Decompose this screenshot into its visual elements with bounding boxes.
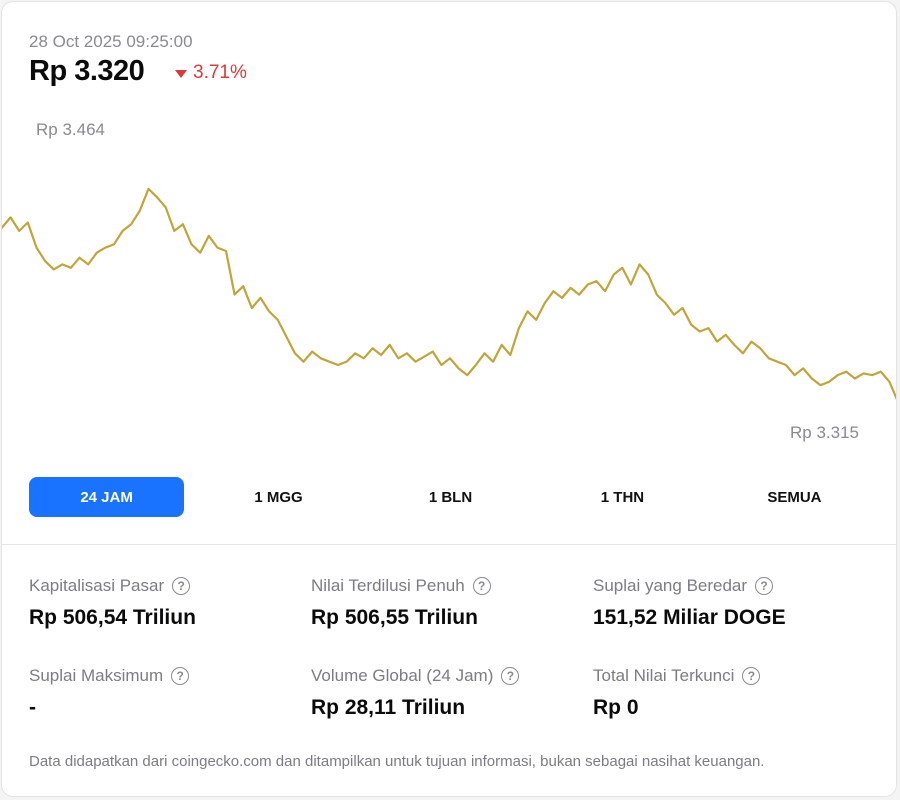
stat-value: Rp 0 — [593, 696, 639, 719]
stat-market-cap: Kapitalisasi Pasar ? Rp 506,54 Triliun — [29, 576, 196, 630]
section-divider — [2, 544, 896, 545]
price-change-percent: 3.71% — [193, 62, 247, 83]
timeframe-tabs: 24 JAM 1 MGG 1 BLN 1 THN SEMUA — [29, 477, 872, 517]
question-circle-icon[interactable]: ? — [171, 667, 190, 685]
stat-label: Kapitalisasi Pasar — [29, 576, 165, 595]
stat-value: Rp 506,54 Triliun — [29, 606, 196, 629]
tab-all[interactable]: SEMUA — [767, 488, 822, 506]
stat-circulating-supply: Suplai yang Beredar ? 151,52 Miliar DOGE — [593, 576, 786, 630]
chart-high-label: Rp 3.464 — [36, 120, 105, 139]
chart-low-label: Rp 3.315 — [790, 423, 859, 442]
stat-fully-diluted-value: Nilai Terdilusi Penuh ? Rp 506,55 Triliu… — [311, 576, 491, 630]
current-price: Rp 3.320 — [29, 55, 145, 87]
stat-label: Suplai Maksimum — [29, 666, 164, 685]
question-circle-icon[interactable]: ? — [472, 577, 491, 595]
stat-label: Volume Global (24 Jam) — [311, 666, 494, 685]
question-circle-icon[interactable]: ? — [172, 577, 191, 595]
price-chart[interactable] — [2, 2, 897, 462]
price-series-line — [2, 187, 896, 401]
stat-label: Nilai Terdilusi Penuh — [311, 576, 465, 595]
stat-total-value-locked: Total Nilai Terkunci ? Rp 0 — [593, 666, 761, 720]
tab-24h[interactable]: 24 JAM — [29, 477, 185, 517]
stat-value: - — [29, 696, 36, 719]
stat-global-volume: Volume Global (24 Jam) ? Rp 28,11 Triliu… — [311, 666, 520, 720]
question-circle-icon[interactable]: ? — [742, 667, 761, 685]
tab-1-week[interactable]: 1 MGG — [254, 488, 303, 506]
stat-label: Total Nilai Terkunci — [593, 666, 735, 685]
down-arrow-icon — [175, 70, 187, 78]
question-circle-icon[interactable]: ? — [501, 667, 520, 685]
stat-max-supply: Suplai Maksimum ? - — [29, 666, 190, 720]
tab-1-month[interactable]: 1 BLN — [428, 488, 473, 506]
question-circle-icon[interactable]: ? — [755, 577, 774, 595]
stat-value: Rp 28,11 Triliun — [311, 696, 466, 719]
price-change: 3.71% — [175, 62, 247, 84]
price-timestamp: 28 Oct 2025 09:25:00 — [29, 32, 193, 51]
data-source-disclaimer: Data didapatkan dari coingecko.com dan d… — [29, 753, 765, 770]
tab-1-year[interactable]: 1 THN — [600, 488, 645, 506]
stat-value: Rp 506,55 Triliun — [311, 606, 478, 629]
stat-label: Suplai yang Beredar — [593, 576, 748, 595]
stat-value: 151,52 Miliar DOGE — [593, 606, 786, 629]
